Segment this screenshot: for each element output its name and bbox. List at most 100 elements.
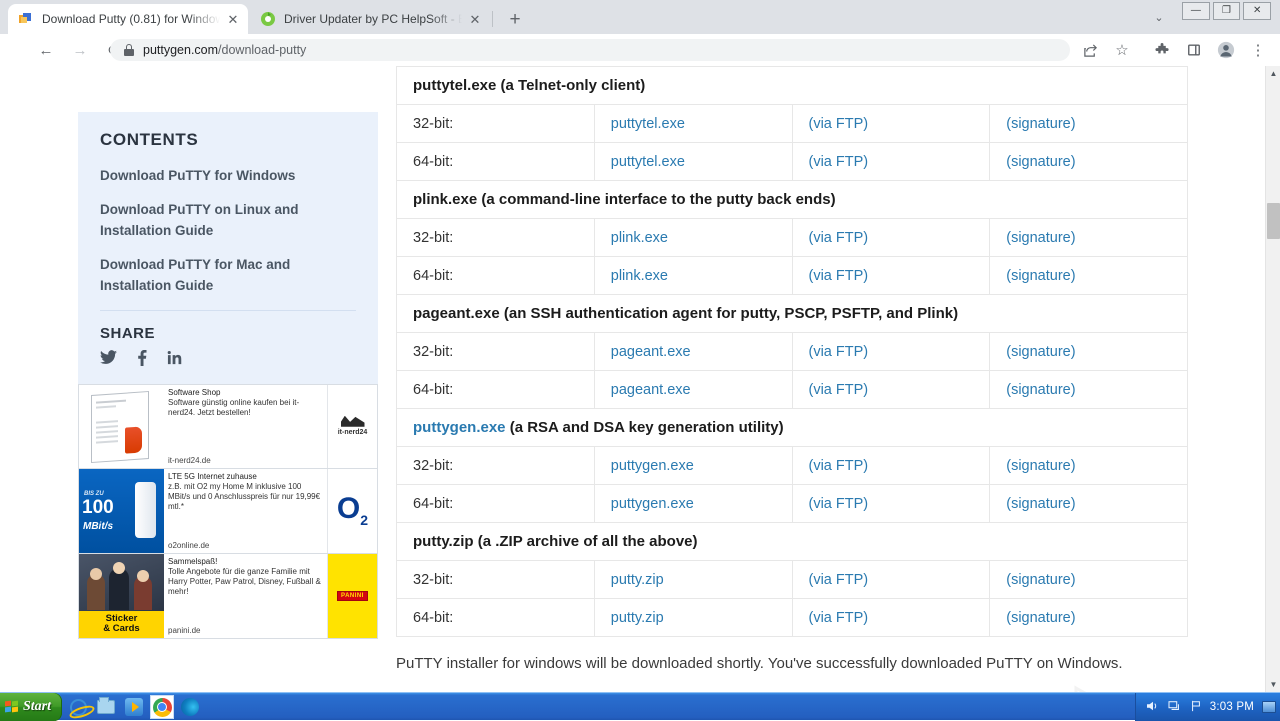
ftp-cell: (via FTP) <box>791 446 991 485</box>
file-explorer-icon[interactable] <box>94 695 118 719</box>
linkedin-icon[interactable] <box>167 350 182 370</box>
tab-title: Driver Updater by PC HelpSoft - Eff <box>284 12 462 26</box>
arch-label: 64-bit: <box>396 142 595 181</box>
ftp-link[interactable]: (via FTP) <box>808 267 869 284</box>
puttygen-link[interactable]: puttygen.exe <box>413 419 506 436</box>
page-scrollbar[interactable]: ▲ ▼ <box>1265 66 1280 692</box>
download-link[interactable]: putty.zip <box>610 571 664 588</box>
signature-link[interactable]: (signature) <box>1006 229 1076 246</box>
network-icon[interactable] <box>1168 700 1182 714</box>
ftp-link[interactable]: (via FTP) <box>808 381 869 398</box>
ftp-link[interactable]: (via FTP) <box>808 343 869 360</box>
back-button[interactable]: ← <box>38 41 54 59</box>
ftp-link[interactable]: (via FTP) <box>808 495 869 512</box>
browser-tab-putty[interactable]: Download Putty (0.81) for Windows ✕ <box>8 4 248 34</box>
ftp-cell: (via FTP) <box>791 332 991 371</box>
windows-flag-icon <box>5 700 19 714</box>
arch-label: 64-bit: <box>396 598 595 637</box>
microsoft-edge-icon[interactable] <box>178 695 202 719</box>
scroll-up-arrow-icon[interactable]: ▲ <box>1269 69 1278 78</box>
ad-logo-it-nerd24: it-nerd24 <box>327 384 377 468</box>
download-link[interactable]: puttygen.exe <box>610 457 694 474</box>
browser-window: Download Putty (0.81) for Windows ✕ Driv… <box>0 0 1280 692</box>
download-link[interactable]: puttytel.exe <box>610 153 685 170</box>
ftp-cell: (via FTP) <box>791 598 991 637</box>
new-tab-button[interactable]: + <box>509 9 521 30</box>
tab-search-chevron-icon[interactable]: ⌄ <box>1154 11 1164 24</box>
google-chrome-icon[interactable] <box>150 695 174 719</box>
download-link[interactable]: pageant.exe <box>610 343 691 360</box>
ad-it-nerd24[interactable]: Software Shop Software günstig online ka… <box>78 383 378 469</box>
flag-icon[interactable] <box>1190 700 1202 714</box>
ad-logo-text: O <box>336 492 361 526</box>
contents-heading: CONTENTS <box>100 130 199 149</box>
download-link[interactable]: putty.zip <box>610 609 664 626</box>
ftp-link[interactable]: (via FTP) <box>808 609 869 626</box>
taskbar-clock[interactable]: 3:03 PM <box>1209 701 1254 713</box>
tab-close-icon[interactable]: ✕ <box>469 11 481 27</box>
bookmark-star-icon[interactable]: ☆ <box>1115 42 1129 59</box>
ftp-link[interactable]: (via FTP) <box>808 153 869 170</box>
signature-link[interactable]: (signature) <box>1006 571 1076 588</box>
section-heading-rest: (a RSA and DSA key generation utility) <box>505 419 784 436</box>
signature-link[interactable]: (signature) <box>1006 115 1076 132</box>
address-bar[interactable]: puttygen.com /download-putty <box>110 39 1070 61</box>
section-heading: pageant.exe (an SSH authentication agent… <box>396 294 1188 333</box>
signature-link[interactable]: (signature) <box>1006 457 1076 474</box>
file-cell: plink.exe <box>593 218 793 257</box>
ftp-link[interactable]: (via FTP) <box>808 457 869 474</box>
show-desktop-icon[interactable] <box>1262 701 1276 713</box>
signature-link[interactable]: (signature) <box>1006 267 1076 284</box>
chrome-menu-icon[interactable]: ⋮ <box>1250 42 1266 59</box>
closing-paragraph: PuTTY installer for windows will be down… <box>396 655 1123 672</box>
download-link[interactable]: puttytel.exe <box>610 115 685 132</box>
ftp-link[interactable]: (via FTP) <box>808 115 869 132</box>
file-cell: pageant.exe <box>593 370 793 409</box>
signature-link[interactable]: (signature) <box>1006 343 1076 360</box>
lock-icon <box>124 44 134 56</box>
share-icon[interactable] <box>1078 38 1102 62</box>
internet-explorer-icon[interactable] <box>66 695 90 719</box>
signature-cell: (signature) <box>989 370 1188 409</box>
profile-avatar-icon[interactable] <box>1214 38 1238 62</box>
minimize-button[interactable]: — <box>1182 2 1210 20</box>
table-row: 32-bit: plink.exe (via FTP) (signature) <box>396 218 1188 257</box>
signature-link[interactable]: (signature) <box>1006 381 1076 398</box>
download-link[interactable]: plink.exe <box>610 229 668 246</box>
side-panel-icon[interactable] <box>1182 38 1206 62</box>
volume-icon[interactable] <box>1146 700 1160 714</box>
facebook-icon[interactable] <box>137 349 147 370</box>
ad-o2[interactable]: BIS ZU 100 MBit/s LTE 5G Internet zuhaus… <box>78 468 378 554</box>
forward-button[interactable]: → <box>72 41 88 59</box>
toc-link-mac[interactable]: Download PuTTY for Mac and Installation … <box>100 256 291 293</box>
ftp-link[interactable]: (via FTP) <box>808 571 869 588</box>
download-link[interactable]: puttygen.exe <box>610 495 694 512</box>
toc-link-windows[interactable]: Download PuTTY for Windows <box>100 168 296 183</box>
tab-close-icon[interactable]: ✕ <box>227 11 239 27</box>
ftp-link[interactable]: (via FTP) <box>808 229 869 246</box>
maximize-button[interactable]: ❐ <box>1212 2 1241 20</box>
close-button[interactable]: ✕ <box>1243 2 1272 20</box>
signature-link[interactable]: (signature) <box>1006 153 1076 170</box>
arch-label: 64-bit: <box>396 484 595 523</box>
download-link[interactable]: pageant.exe <box>610 381 691 398</box>
scroll-down-arrow-icon[interactable]: ▼ <box>1269 680 1278 689</box>
scrollbar-thumb[interactable] <box>1267 203 1280 239</box>
ad-badge-unit: MBit/s <box>83 520 113 532</box>
download-link[interactable]: plink.exe <box>610 267 668 284</box>
signature-link[interactable]: (signature) <box>1006 495 1076 512</box>
ftp-cell: (via FTP) <box>791 142 991 181</box>
windows-media-player-icon[interactable] <box>122 695 146 719</box>
extensions-puzzle-icon[interactable] <box>1150 38 1174 62</box>
start-button[interactable]: Start <box>0 693 62 721</box>
ad-panini[interactable]: Sticker & Cards Sammelspaß! Tolle Angebo… <box>78 553 378 639</box>
signature-link[interactable]: (signature) <box>1006 609 1076 626</box>
window-controls: — ❐ ✕ <box>1182 2 1274 22</box>
table-section-header: puttytel.exe (a Telnet-only client) <box>396 66 1188 105</box>
table-row: 32-bit: pageant.exe (via FTP) (signature… <box>396 332 1188 371</box>
toc-link-linux[interactable]: Download PuTTY on Linux and Installation… <box>100 201 299 238</box>
arch-label: 32-bit: <box>396 218 595 257</box>
browser-tab-driver-updater[interactable]: Driver Updater by PC HelpSoft - Eff ✕ <box>250 4 490 34</box>
twitter-icon[interactable] <box>100 349 117 370</box>
ftp-cell: (via FTP) <box>791 104 991 143</box>
